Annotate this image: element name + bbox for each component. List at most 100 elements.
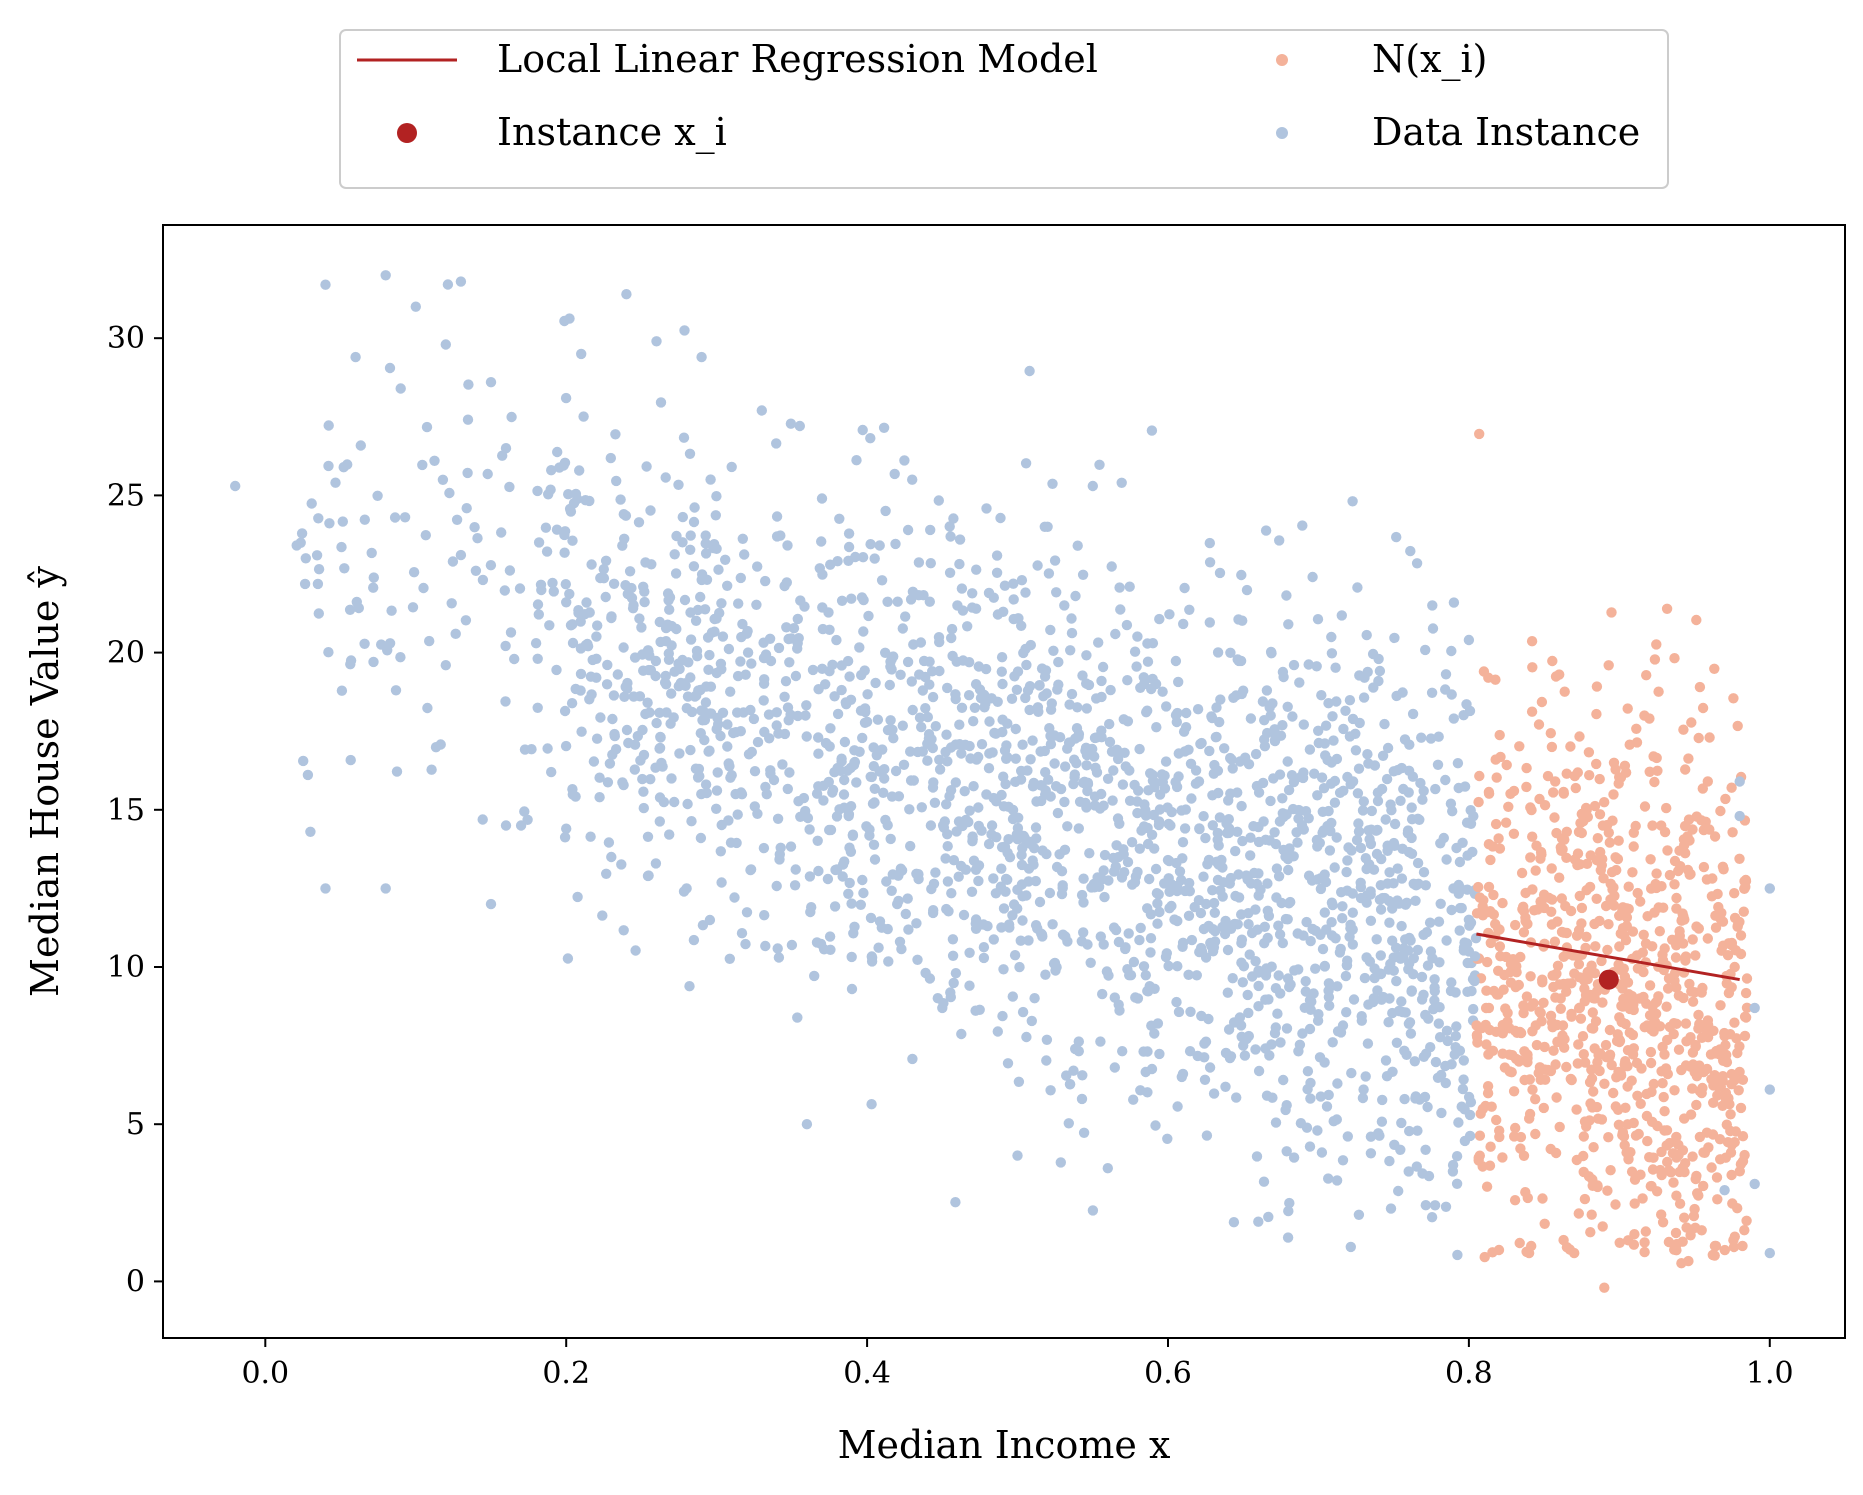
data-point <box>812 835 823 846</box>
data-point <box>548 586 559 597</box>
data-point <box>1128 1094 1139 1105</box>
data-point <box>1042 521 1053 532</box>
data-point <box>418 582 429 594</box>
data-point <box>1096 732 1107 743</box>
neighborhood-point <box>1485 854 1496 866</box>
data-point <box>940 746 951 758</box>
neighborhood-point <box>1630 820 1641 832</box>
neighborhood-point <box>1531 840 1542 851</box>
neighborhood-point <box>1490 674 1501 685</box>
data-point <box>591 653 602 664</box>
data-point <box>1411 558 1423 569</box>
data-point <box>1323 985 1334 996</box>
data-point <box>1097 661 1109 673</box>
data-point <box>638 802 649 814</box>
data-point <box>1212 874 1224 886</box>
data-point <box>688 934 700 946</box>
data-point <box>1015 935 1026 946</box>
neighborhood-point <box>1506 1067 1517 1078</box>
data-point <box>1200 832 1211 844</box>
neighborhood-point <box>1493 1244 1505 1256</box>
data-point <box>1309 768 1320 779</box>
y-tick-label: 25 <box>107 478 145 513</box>
data-point <box>784 657 795 668</box>
data-point <box>1047 478 1058 489</box>
neighborhood-point <box>1678 834 1690 845</box>
data-point <box>818 795 829 806</box>
data-point <box>669 549 680 560</box>
data-point <box>1372 795 1384 807</box>
data-point <box>1007 991 1018 1002</box>
data-point <box>1307 571 1318 583</box>
data-point <box>848 759 860 771</box>
data-point <box>1062 821 1073 832</box>
data-point <box>642 870 654 882</box>
data-point <box>1253 980 1264 992</box>
data-point <box>688 561 700 572</box>
data-point <box>1245 713 1257 724</box>
data-point <box>1375 950 1387 961</box>
data-point <box>1299 1002 1311 1013</box>
data-point <box>896 943 907 955</box>
data-point <box>996 842 1008 853</box>
data-point <box>1469 951 1481 962</box>
data-point <box>645 505 656 516</box>
data-point <box>1320 750 1331 761</box>
neighborhood-point <box>1712 1194 1723 1205</box>
data-point <box>845 694 857 705</box>
data-point <box>944 791 955 802</box>
data-point <box>1204 537 1216 549</box>
data-point <box>905 840 916 852</box>
data-point <box>1463 914 1475 925</box>
data-point <box>847 830 859 841</box>
neighborhood-point <box>1739 1030 1751 1042</box>
data-point <box>1223 795 1234 806</box>
data-point <box>673 479 684 490</box>
neighborhood-point <box>1549 936 1561 947</box>
neighborhood-point <box>1648 1078 1660 1090</box>
data-point <box>1355 842 1367 854</box>
data-point <box>1112 753 1124 765</box>
data-point <box>1022 765 1033 776</box>
data-point <box>359 638 370 649</box>
data-point <box>1085 957 1096 968</box>
data-point <box>1301 1122 1313 1133</box>
data-point <box>845 801 857 812</box>
data-point <box>1037 931 1048 942</box>
data-point <box>1353 826 1365 837</box>
neighborhood-point <box>1606 1059 1617 1071</box>
data-point <box>544 620 555 631</box>
neighborhood-point <box>1603 919 1614 930</box>
data-point <box>618 779 629 791</box>
data-point <box>843 888 854 899</box>
data-point <box>654 792 666 803</box>
neighborhood-point <box>1573 959 1585 970</box>
neighborhood-point <box>1734 853 1745 864</box>
data-point <box>1017 1006 1029 1018</box>
neighborhood-point <box>1661 1140 1672 1151</box>
data-point <box>836 595 848 606</box>
neighborhood-point <box>1628 999 1639 1010</box>
data-point <box>777 759 788 770</box>
data-point <box>866 1099 877 1110</box>
data-point <box>1044 723 1055 734</box>
neighborhood-point <box>1614 941 1625 952</box>
data-point <box>1101 966 1113 977</box>
neighborhood-point <box>1715 1000 1726 1011</box>
data-point <box>1215 885 1226 896</box>
data-point <box>496 527 507 538</box>
neighborhood-point <box>1663 973 1675 984</box>
data-point <box>1131 661 1142 672</box>
data-point <box>1464 1109 1476 1121</box>
neighborhood-point <box>1640 938 1652 949</box>
data-point <box>540 522 552 533</box>
neighborhood-point <box>1580 942 1591 954</box>
data-point <box>440 660 451 671</box>
data-point <box>1425 1042 1436 1053</box>
neighborhood-point <box>1545 1010 1557 1021</box>
neighborhood-point <box>1508 785 1520 797</box>
neighborhood-point <box>1649 776 1660 788</box>
data-point <box>858 887 869 899</box>
data-point <box>1012 666 1024 677</box>
neighborhood-point <box>1591 986 1603 997</box>
